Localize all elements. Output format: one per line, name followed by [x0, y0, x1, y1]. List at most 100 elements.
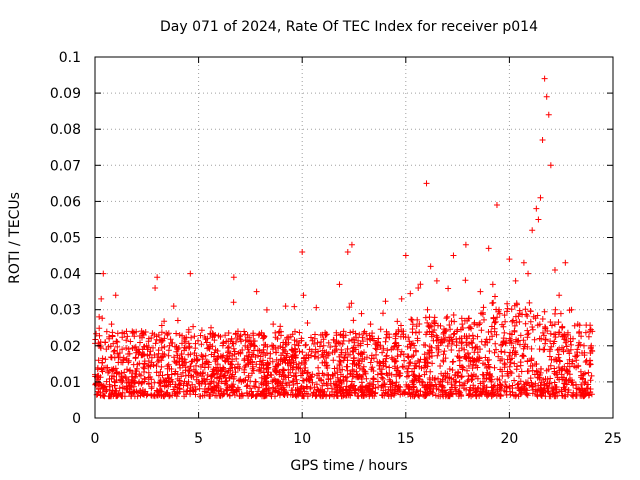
data-point: [574, 321, 581, 328]
data-point: [220, 339, 227, 346]
y-tick-label: 0.01: [50, 375, 81, 391]
y-tick-label: 0.1: [59, 50, 81, 66]
data-point: [108, 321, 115, 328]
data-point: [201, 364, 208, 371]
data-point: [253, 288, 260, 295]
y-tick-label: 0.06: [50, 194, 81, 210]
data-point: [263, 350, 270, 357]
data-point: [483, 371, 490, 378]
data-point: [587, 360, 594, 367]
data-point: [317, 331, 324, 338]
data-point: [464, 350, 471, 357]
data-point: [392, 335, 399, 342]
data-point: [336, 281, 343, 288]
data-point: [533, 205, 540, 212]
y-tick-label: 0: [72, 411, 81, 427]
data-point: [367, 321, 374, 328]
data-point: [195, 378, 202, 385]
scatter-density: [92, 277, 596, 400]
data-point: [208, 324, 215, 331]
data-point: [187, 270, 194, 277]
data-point: [257, 368, 264, 375]
data-point: [386, 364, 393, 371]
data-point: [568, 306, 575, 313]
y-tick-label: 0.02: [50, 339, 81, 355]
data-point: [214, 368, 221, 375]
data-point: [355, 357, 362, 364]
data-point: [311, 353, 318, 360]
data-point: [288, 346, 295, 353]
data-point: [525, 270, 532, 277]
y-tick-label: 0.08: [50, 122, 81, 138]
data-point: [547, 162, 554, 169]
data-point: [340, 328, 347, 335]
scatter-points: [92, 75, 594, 389]
x-tick-label: 10: [293, 431, 311, 447]
data-point: [380, 310, 387, 317]
y-tick-label: 0.04: [50, 267, 81, 283]
y-tick-label: 0.09: [50, 86, 81, 102]
data-point: [537, 194, 544, 201]
data-point: [477, 288, 484, 295]
data-point: [129, 328, 136, 335]
y-tick-label: 0.03: [50, 303, 81, 319]
data-point: [541, 75, 548, 82]
data-point: [158, 357, 165, 364]
data-point: [344, 248, 351, 255]
data-point: [444, 313, 451, 320]
data-point: [516, 310, 523, 317]
data-point: [539, 137, 546, 144]
y-axis-label: ROTI / TECUs: [7, 192, 23, 284]
data-point: [241, 357, 248, 364]
data-point: [562, 259, 569, 266]
data-point: [580, 342, 587, 349]
data-point: [139, 346, 146, 353]
data-point: [112, 292, 119, 299]
x-tick-label: 20: [500, 431, 518, 447]
data-point: [234, 328, 241, 335]
data-point: [230, 274, 237, 281]
data-point: [440, 357, 447, 364]
data-point: [276, 371, 283, 378]
data-point: [512, 277, 519, 284]
data-point: [152, 285, 159, 292]
data-point: [456, 335, 463, 342]
data-point: [433, 277, 440, 284]
data-point: [191, 350, 198, 357]
data-point: [154, 274, 161, 281]
data-point: [104, 364, 111, 371]
data-point: [170, 303, 177, 310]
data-point: [489, 281, 496, 288]
data-point: [535, 216, 542, 223]
data-point: [295, 364, 302, 371]
data-point: [545, 111, 552, 118]
data-point: [409, 353, 416, 360]
x-tick-label: 15: [397, 431, 415, 447]
data-point: [423, 180, 430, 187]
data-point: [116, 350, 123, 357]
data-point: [427, 263, 434, 270]
data-point: [98, 295, 105, 302]
data-point: [500, 339, 507, 346]
data-point: [551, 266, 558, 273]
data-point: [102, 339, 109, 346]
data-point: [556, 292, 563, 299]
chart-title: Day 071 of 2024, Rate Of TEC Index for r…: [160, 19, 538, 35]
data-point: [324, 371, 331, 378]
data-point: [421, 371, 428, 378]
data-point: [299, 248, 306, 255]
data-point: [133, 368, 140, 375]
data-point: [361, 368, 368, 375]
data-point: [330, 357, 337, 364]
data-point: [282, 303, 289, 310]
data-point: [450, 252, 457, 259]
data-point: [471, 321, 478, 328]
x-tick-label: 0: [91, 431, 100, 447]
data-point: [415, 285, 422, 292]
data-point: [305, 375, 312, 382]
data-point: [247, 342, 254, 349]
data-point: [493, 202, 500, 209]
data-point: [164, 371, 171, 378]
x-tick-label: 5: [194, 431, 203, 447]
